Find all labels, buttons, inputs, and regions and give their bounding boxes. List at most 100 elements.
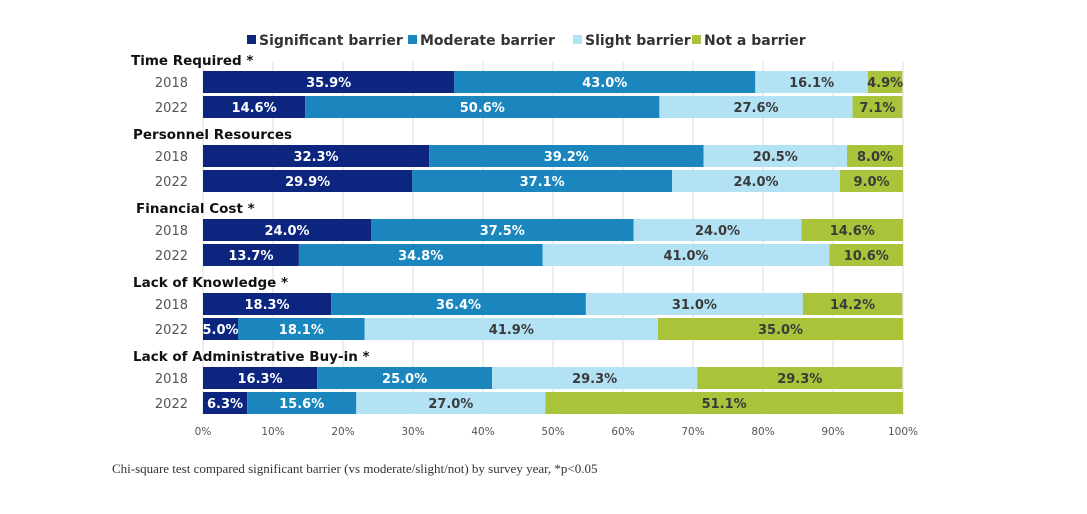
x-tick-label: 30% (401, 426, 424, 438)
bar-segment (802, 293, 903, 315)
data-label: 25.0% (382, 372, 427, 387)
data-label: 39.2% (544, 150, 589, 165)
x-axis-ticks: 0% 10% 20% 30% 40% 50% 60% 70% 80% 90% 100% (195, 426, 918, 438)
bar-segment (847, 145, 903, 167)
year-label: 2022 (155, 397, 188, 412)
group-title: Lack of Knowledge * (133, 275, 288, 291)
data-label: 10.6% (844, 249, 889, 264)
data-label: 37.5% (480, 224, 525, 239)
data-label: 15.6% (279, 397, 324, 412)
legend-swatch (692, 35, 701, 44)
bar-segment (658, 318, 903, 340)
legend-swatch (247, 35, 256, 44)
x-tick-label: 0% (195, 426, 212, 438)
bar-segment (203, 392, 248, 414)
bar-segment (203, 96, 306, 118)
group-title: Lack of Administrative Buy-in * (133, 349, 370, 365)
bar-segment (203, 145, 430, 167)
data-label: 14.6% (232, 101, 277, 116)
group-title: Financial Cost * (136, 201, 255, 217)
data-label: 6.3% (207, 397, 243, 412)
data-label: 41.0% (663, 249, 708, 264)
bar-segment (356, 392, 546, 414)
bar-segment (203, 244, 299, 266)
data-label: 35.0% (758, 323, 803, 338)
data-label: 7.1% (859, 101, 895, 116)
data-label: 24.0% (695, 224, 740, 239)
bar-groups: Time Required * 2018 35.9% 43.0% 16.1% 4.9% 20… (131, 53, 903, 414)
data-label: 32.3% (293, 150, 338, 165)
year-label: 2018 (155, 150, 188, 165)
data-label: 18.1% (279, 323, 324, 338)
year-label: 2022 (155, 323, 188, 338)
bar-segment (247, 392, 357, 414)
bar-segment (364, 318, 658, 340)
data-label: 51.1% (702, 397, 747, 412)
legend-label: Moderate barrier (420, 33, 555, 49)
data-label: 29.9% (285, 175, 330, 190)
data-label: 18.3% (244, 298, 289, 313)
x-tick-label: 60% (611, 426, 634, 438)
legend-swatch (408, 35, 417, 44)
bar-segment (755, 71, 868, 93)
bar-group: Lack of Knowledge * 2018 18.3% 36.4% 31.0% 14… (133, 275, 903, 340)
legend-label: Significant barrier (259, 33, 403, 49)
group-title: Personnel Resources (133, 127, 292, 143)
x-tick-label: 20% (331, 426, 354, 438)
data-label: 41.9% (489, 323, 534, 338)
data-label: 36.4% (436, 298, 481, 313)
bar-segment (659, 96, 853, 118)
group-title: Time Required * (131, 53, 253, 69)
data-label: 24.0% (264, 224, 309, 239)
year-label: 2018 (155, 76, 188, 91)
bar-segment (412, 170, 672, 192)
bar-segment (203, 318, 238, 340)
bar-segment (238, 318, 365, 340)
data-label: 13.7% (228, 249, 273, 264)
data-label: 24.0% (733, 175, 778, 190)
x-tick-label: 100% (888, 426, 918, 438)
bar-group: Lack of Administrative Buy-in * 2018 16.3%… (133, 349, 903, 414)
bar-segment (331, 293, 586, 315)
bar-segment (633, 219, 802, 241)
data-label: 37.1% (520, 175, 565, 190)
bar-segment (697, 367, 903, 389)
year-label: 2022 (155, 175, 188, 190)
data-label: 34.8% (398, 249, 443, 264)
data-label: 29.3% (777, 372, 822, 387)
data-label: 35.9% (306, 76, 351, 91)
bar-segment (317, 367, 493, 389)
year-label: 2018 (155, 372, 188, 387)
bar-segment (203, 219, 371, 241)
x-tick-label: 80% (751, 426, 774, 438)
data-label: 16.1% (789, 76, 834, 91)
x-tick-label: 70% (681, 426, 704, 438)
bar-segment (429, 145, 704, 167)
year-label: 2018 (155, 298, 188, 313)
bar-segment (454, 71, 756, 93)
x-tick-label: 50% (541, 426, 564, 438)
bar-segment (585, 293, 803, 315)
data-label: 4.9% (867, 76, 903, 91)
bar-group: Personnel Resources 2018 32.3% 39.2% 20.5% 8.… (133, 127, 903, 192)
bar-segment (203, 170, 413, 192)
data-label: 16.3% (237, 372, 282, 387)
data-label: 5.0% (202, 323, 238, 338)
bar-segment (203, 293, 332, 315)
bar-group: Time Required * 2018 35.9% 43.0% 16.1% 4.9% 20… (131, 53, 903, 118)
bar-segment (492, 367, 698, 389)
x-tick-label: 90% (821, 426, 844, 438)
x-tick-label: 40% (471, 426, 494, 438)
legend-swatch (573, 35, 582, 44)
bar-segment (545, 392, 903, 414)
bar-segment (305, 96, 660, 118)
data-label: 20.5% (753, 150, 798, 165)
bar-segment (298, 244, 543, 266)
data-label: 27.6% (733, 101, 778, 116)
bar-segment (203, 367, 318, 389)
data-label: 29.3% (572, 372, 617, 387)
legend-label: Slight barrier (585, 33, 691, 49)
legend-label: Not a barrier (704, 33, 806, 49)
bar-segment (203, 71, 455, 93)
